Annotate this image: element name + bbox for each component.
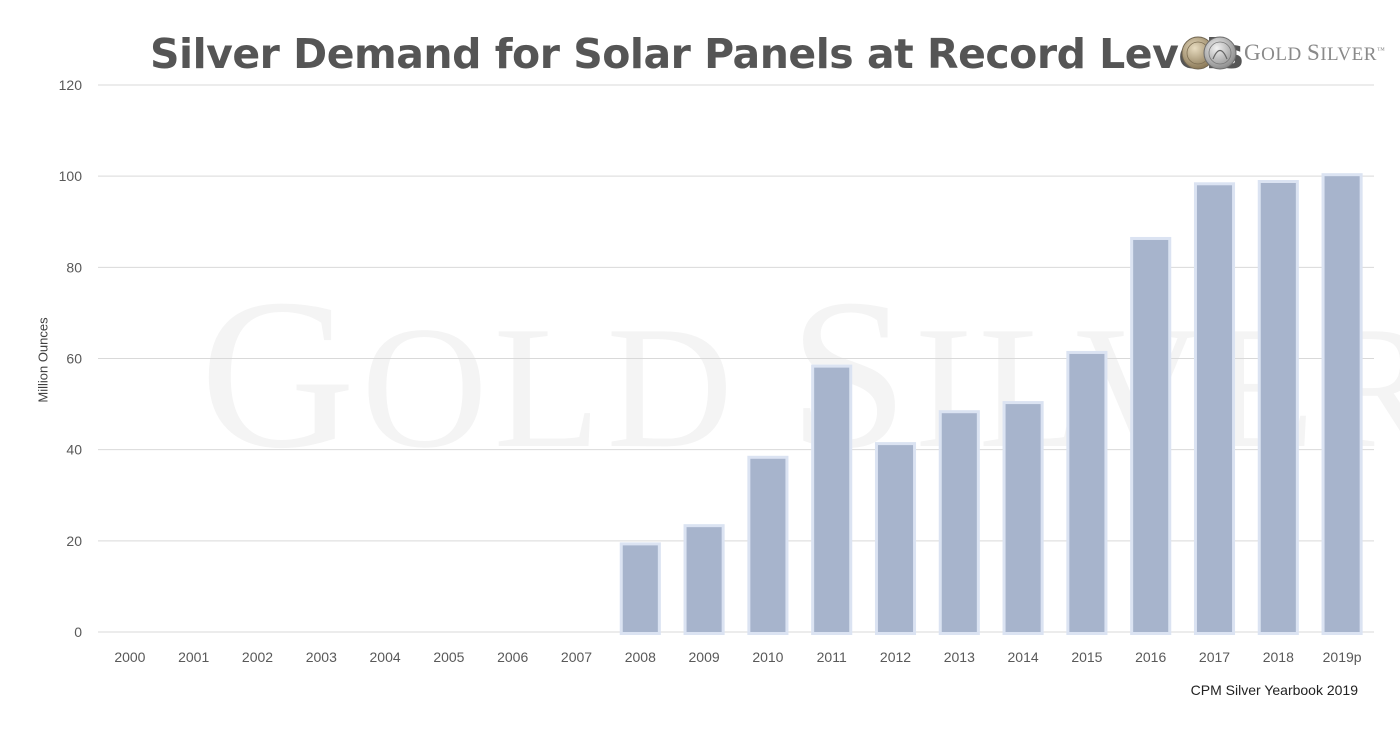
x-tick-label: 2011 (817, 649, 847, 665)
x-tick-label: 2018 (1263, 649, 1294, 665)
bars (619, 173, 1363, 636)
y-tick-label: 60 (66, 351, 82, 367)
x-tick-labels: 2000 2001 2002 2003 2004 2005 2006 2007 2008 2009… (114, 649, 1361, 665)
logo-text-s: S (1306, 40, 1321, 65)
bar-2014 (1002, 401, 1044, 636)
x-tick-label: 2004 (370, 649, 401, 665)
chart-title: Silver Demand for Solar Panels at Record… (150, 30, 1244, 78)
bar-2019p (1321, 173, 1363, 636)
x-tick-label: 2000 (114, 649, 145, 665)
x-tick-label: 2003 (306, 649, 337, 665)
y-axis-label: Million Ounces (35, 317, 51, 403)
x-tick-label: 2010 (752, 649, 783, 665)
y-tick-label: 40 (66, 442, 82, 458)
bar-2009 (683, 524, 725, 635)
logo-trademark: ™ (1376, 45, 1386, 55)
y-tick-labels: 0 20 40 60 80 100 120 (59, 77, 83, 640)
x-tick-label: 2015 (1071, 649, 1102, 665)
logo-text-g: G (1244, 40, 1262, 65)
bar-2018 (1257, 180, 1299, 635)
x-tick-label: 2001 (178, 649, 209, 665)
goldsilver-logo: GOLD SILVER™ (1180, 34, 1385, 72)
x-tick-label: 2012 (880, 649, 911, 665)
coins-logo-icon (1181, 36, 1237, 70)
source-note: CPM Silver Yearbook 2019 (1190, 682, 1358, 698)
x-tick-label: 2005 (433, 649, 464, 665)
bar-2011 (811, 364, 853, 635)
gridlines (98, 84, 1374, 633)
y-tick-label: 80 (66, 259, 82, 275)
bar-2012 (874, 442, 917, 635)
x-tick-label: 2017 (1199, 649, 1230, 665)
y-tick-label: 20 (66, 533, 82, 549)
x-tick-label: 2019p (1323, 649, 1362, 665)
bar-2015 (1066, 350, 1108, 635)
x-tick-label: 2009 (689, 649, 720, 665)
x-tick-label: 2007 (561, 649, 592, 665)
bar-2016 (1130, 236, 1172, 635)
x-tick-label: 2006 (497, 649, 528, 665)
x-tick-label: 2008 (625, 649, 656, 665)
bar-2013 (938, 410, 980, 636)
x-tick-label: 2014 (1008, 649, 1039, 665)
y-tick-label: 0 (74, 624, 82, 640)
y-tick-label: 120 (59, 77, 83, 93)
bar-2008 (619, 542, 661, 635)
x-tick-label: 2013 (944, 649, 975, 665)
bar-2017 (1193, 182, 1236, 636)
x-tick-label: 2016 (1135, 649, 1166, 665)
bar-2010 (747, 455, 789, 635)
y-tick-label: 100 (59, 168, 83, 184)
logo-text-ilver: ILVER (1320, 44, 1377, 65)
logo-text-old: OLD (1261, 44, 1302, 65)
x-tick-label: 2002 (242, 649, 273, 665)
